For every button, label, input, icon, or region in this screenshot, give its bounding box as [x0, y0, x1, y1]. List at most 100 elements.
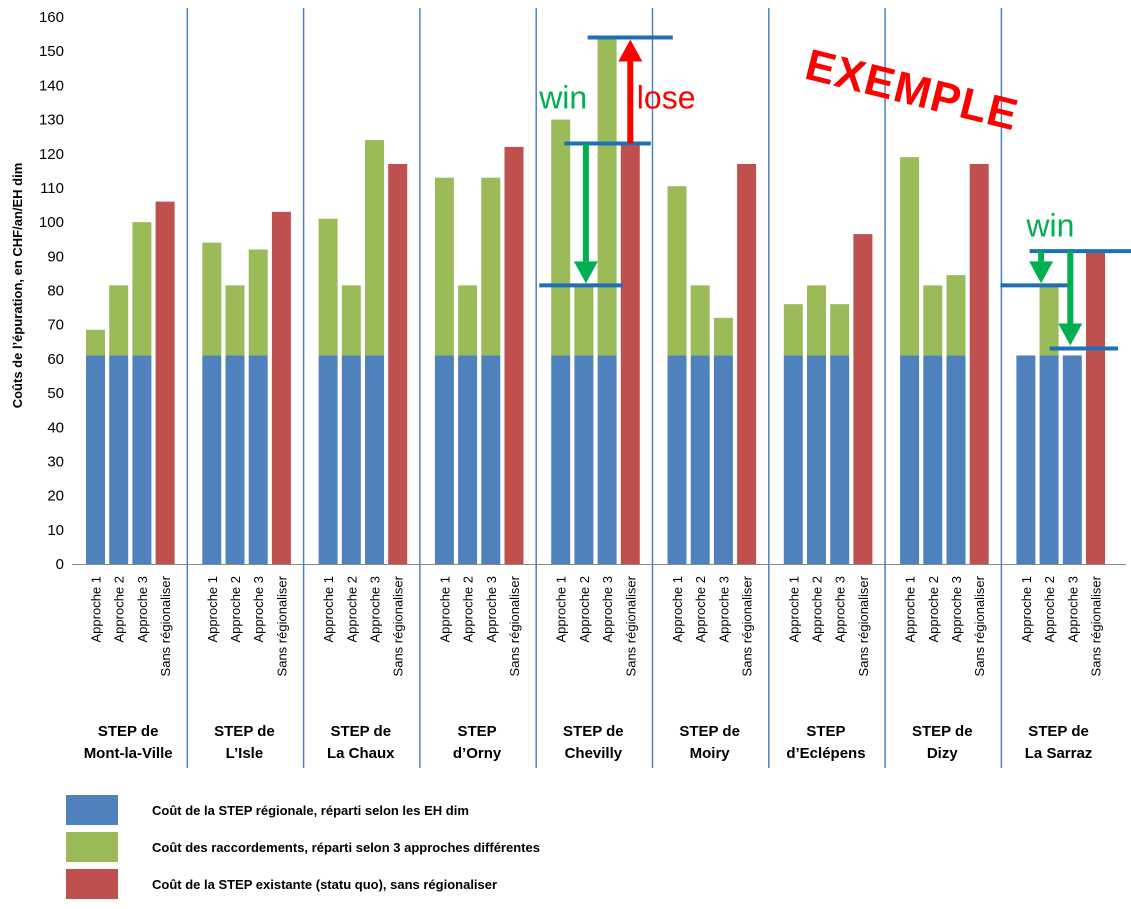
category-label: Sans régionaliser	[972, 575, 987, 676]
group-label-line2: Mont-la-Ville	[84, 745, 173, 762]
bar-segment-step-regionale	[1016, 355, 1036, 564]
bar-segment-step-regionale	[109, 355, 129, 564]
category-label: Approche 2	[577, 576, 592, 643]
y-tick-label: 30	[47, 453, 64, 470]
bar-segment-raccordements	[690, 285, 710, 356]
bar-segment-step-regionale	[434, 355, 454, 564]
legend-swatch-blue	[66, 795, 118, 825]
category-label: Approche 1	[205, 576, 220, 643]
category-label: Sans régionaliser	[1089, 575, 1104, 676]
category-label: Approche 2	[112, 576, 127, 643]
bar-segment-step-regionale	[667, 355, 687, 564]
category-label: Approche 2	[461, 576, 476, 643]
category-label: Approche 3	[949, 576, 964, 643]
bar-segment-raccordements	[574, 285, 594, 356]
bar-segment-raccordements	[248, 249, 268, 356]
y-tick-label: 70	[47, 317, 64, 334]
y-axis-title: Coûts de l’épuration, en CHF/an/EH dim	[10, 163, 25, 409]
bar-segment-raccordements	[551, 119, 571, 356]
group-label-line1: STEP	[457, 723, 496, 740]
bar-segment-raccordements	[132, 222, 152, 356]
bar-segment-step-regionale	[830, 355, 850, 564]
bar-segment-raccordements	[1039, 285, 1059, 356]
category-label: Approche 1	[89, 576, 104, 643]
bar-segment-raccordements	[667, 186, 687, 356]
category-label: Approche 2	[926, 576, 941, 643]
exemple-stamp: EXEMPLE	[801, 40, 1024, 140]
y-tick-label: 40	[47, 419, 64, 436]
sarraz-win-label: win	[1025, 208, 1074, 244]
category-label: Sans régionaliser	[158, 575, 173, 676]
category-label: Approche 2	[810, 576, 825, 643]
group-label-line2: Dizy	[927, 745, 959, 762]
bar-segment-raccordements	[225, 285, 245, 356]
bar-segment-step-regionale	[690, 355, 710, 564]
category-label: Approche 3	[135, 576, 150, 643]
category-label: Sans régionaliser	[740, 575, 755, 676]
group-label-line2: d’Eclépens	[786, 745, 865, 762]
category-label: Sans régionaliser	[507, 575, 522, 676]
legend-label-blue: Coût de la STEP régionale, réparti selon…	[152, 803, 469, 818]
category-label: Approche 3	[484, 576, 499, 643]
bar-segment-raccordements	[318, 218, 338, 356]
legend-label-green: Coût des raccordements, réparti selon 3 …	[152, 840, 540, 855]
category-label: Approche 3	[600, 576, 615, 643]
y-tick-label: 10	[47, 522, 64, 539]
bar-segment-raccordements	[434, 177, 454, 356]
category-label: Approche 1	[670, 576, 685, 643]
group-label-line2: Chevilly	[565, 745, 623, 762]
group-label-line2: d’Orny	[453, 745, 502, 762]
bar-sans-regionaliser	[1086, 251, 1105, 564]
bar-segment-step-regionale	[481, 355, 501, 564]
group-label-line1: STEP de	[1028, 723, 1089, 740]
group-label-line1: STEP de	[98, 723, 159, 740]
bar-segment-step-regionale	[458, 355, 478, 564]
bar-sans-regionaliser	[388, 164, 408, 564]
sarraz-win-arrow-2-head	[1058, 323, 1083, 346]
group-label-line1: STEP de	[214, 723, 275, 740]
legend-swatch-green	[66, 832, 118, 862]
win-arrow-head	[573, 261, 598, 284]
bar-segment-raccordements	[202, 242, 222, 356]
group-label-line2: L’Isle	[226, 745, 264, 762]
bar-sans-regionaliser	[969, 164, 989, 564]
y-tick-label: 90	[47, 248, 64, 265]
bar-segment-step-regionale	[365, 355, 384, 564]
bar-segment-raccordements	[458, 285, 478, 356]
bar-segment-step-regionale	[713, 355, 733, 564]
bar-segment-step-regionale	[574, 355, 594, 564]
bar-segment-raccordements	[923, 285, 943, 356]
category-label: Approche 2	[344, 576, 359, 643]
y-tick-label: 130	[39, 112, 64, 129]
group-label-line1: STEP de	[330, 723, 391, 740]
bar-segment-step-regionale	[551, 355, 571, 564]
category-label: Approche 2	[228, 576, 243, 643]
category-label: Sans régionaliser	[391, 575, 406, 676]
category-label: Approche 1	[786, 576, 801, 643]
category-label: Sans régionaliser	[856, 575, 871, 676]
bar-segment-step-regionale	[225, 355, 245, 564]
category-label: Approche 3	[1065, 576, 1080, 643]
y-tick-label: 80	[47, 283, 64, 300]
bar-segment-raccordements	[597, 37, 617, 356]
group-label-line2: La Sarraz	[1025, 745, 1093, 762]
group-label-line2: Moiry	[690, 745, 731, 762]
bar-segment-raccordements	[109, 285, 129, 356]
bar-segment-step-regionale	[341, 355, 361, 564]
bar-segment-step-regionale	[900, 355, 920, 564]
bar-segment-step-regionale	[783, 355, 803, 564]
bar-segment-step-regionale	[1039, 355, 1059, 564]
lose-label: lose	[637, 80, 696, 116]
legend-swatch-red	[66, 869, 118, 899]
y-tick-label: 160	[39, 9, 64, 26]
y-tick-label: 100	[39, 214, 64, 231]
category-label: Approche 1	[903, 576, 918, 643]
category-label: Approche 1	[554, 576, 569, 643]
bar-segment-step-regionale	[318, 355, 338, 564]
bar-segment-step-regionale	[248, 355, 268, 564]
bar-segment-step-regionale	[202, 355, 222, 564]
group-label-line1: STEP de	[912, 723, 973, 740]
bar-segment-raccordements	[713, 317, 733, 356]
bar-segment-step-regionale	[807, 355, 826, 564]
